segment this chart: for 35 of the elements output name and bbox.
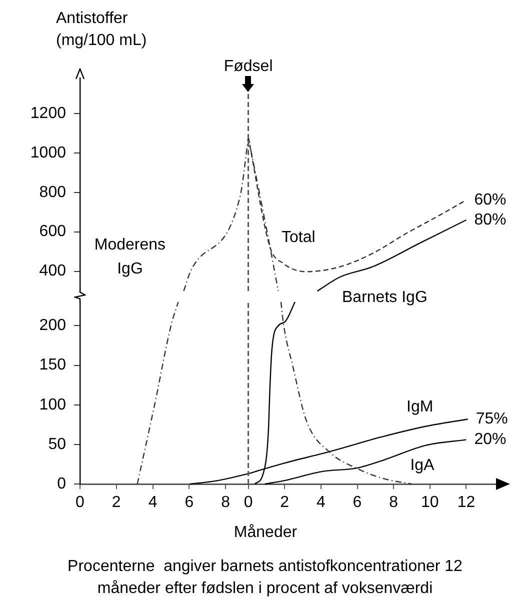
x-tick-label: 4 [316,494,326,512]
x-tick-label: 0 [76,494,85,512]
x-tick-label: 2 [112,494,121,512]
x-tick-label: 8 [389,494,398,512]
x-tick-label: 12 [457,494,476,512]
ref-line-label: Fødsel [224,58,273,75]
series-label: IgM [406,398,434,416]
y-tick-label: 200 [39,317,66,334]
y-tick-label: 50 [48,436,66,453]
series-label: IgA [410,457,435,474]
x-tick-label: 4 [148,494,158,512]
y-tick-label: 1000 [30,144,66,162]
x-tick-label: 0 [244,494,253,512]
x-tick-label: 8 [221,494,230,512]
series-label: Total [282,229,316,246]
text: 60% [474,191,506,208]
y-tick-label: 600 [39,223,66,240]
y-tick-label: 1200 [30,104,66,122]
y-tick-label: 0 [57,475,66,492]
x-tick-label: 2 [280,494,290,512]
text: 80% [474,211,506,228]
x-tick-label: 10 [421,494,439,512]
y-tick-label: 400 [39,262,66,280]
annotation: 20% [474,431,506,448]
x-tick-label: 6 [184,494,194,512]
x-tick-label: 6 [352,494,362,512]
text: Procenterne angiver barnets antistofkoncentrationer 12 måneder efter fødslen i procent af voksenværdi [66,557,464,599]
series-label: Barnets IgG [342,289,428,306]
x-axis-title: Måneder [234,524,298,542]
y-tick-label: 100 [39,396,66,414]
annotation: 75% [476,410,508,428]
y-axis-title: Antistoffer (mg/100 mL) [56,9,148,51]
y-tick-label: 800 [39,184,66,201]
y-tick-label: 150 [39,356,66,374]
series-label: Moderens IgG [94,236,166,278]
